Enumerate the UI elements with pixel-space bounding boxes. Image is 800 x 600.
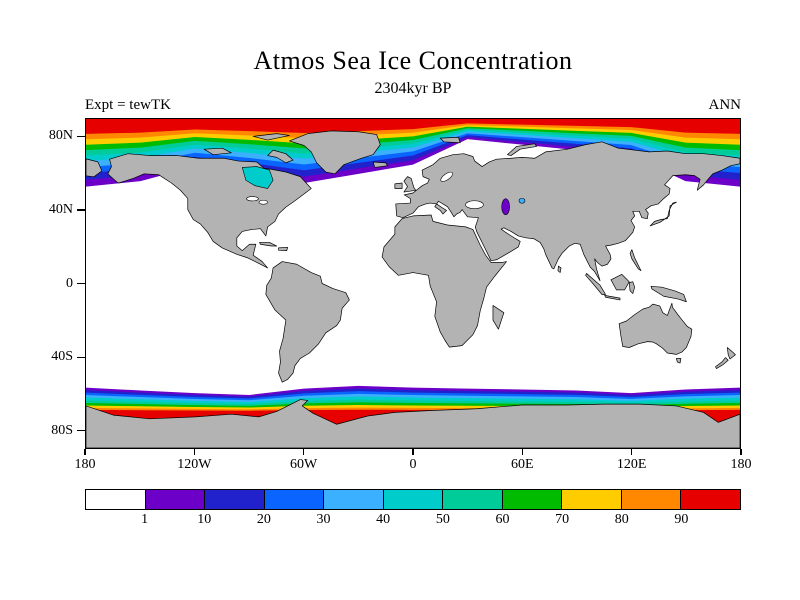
arctic-ice-band: [86, 119, 740, 134]
lon-tick-label: 180: [730, 457, 752, 472]
lon-tick-mark: [84, 449, 86, 455]
colorbar-segment: [561, 490, 621, 509]
land-polygon: [610, 273, 630, 291]
land-polygon: [372, 161, 388, 168]
colorbar-tick-label: 10: [197, 512, 212, 527]
lon-tick-label: 0: [409, 457, 417, 472]
land-polygon: [267, 149, 294, 164]
colorbar-tick-label: 30: [316, 512, 331, 527]
colorbar: [85, 489, 741, 510]
land-polygon: [604, 295, 621, 301]
chart-subtitle: 2304kyr BP: [374, 80, 452, 97]
lon-tick-label: 60E: [511, 457, 534, 472]
world-map: [86, 119, 740, 448]
lat-tick-mark: [77, 135, 85, 138]
black-sea: [465, 200, 484, 210]
colorbar-segment: [144, 490, 205, 509]
lat-tick-mark: [77, 430, 85, 432]
land-polygon: [585, 273, 606, 295]
great-lakes: [258, 199, 269, 205]
land-polygon: [259, 242, 278, 247]
colorbar-tick-label: 60: [495, 512, 510, 527]
colorbar-segment: [204, 490, 264, 509]
annotation-row: Expt = tewTK ANN: [85, 97, 741, 114]
caspian-sea: [501, 198, 510, 216]
land-polygon: [381, 214, 507, 348]
land-polygon: [492, 305, 505, 330]
lon-tick-label: 60W: [290, 457, 318, 472]
lon-tick-mark: [740, 449, 742, 455]
colorbar-tick-label: 50: [435, 512, 450, 527]
land-polygon: [395, 141, 740, 282]
land-polygon: [394, 182, 403, 189]
land-polygon: [726, 347, 736, 360]
experiment-label: Expt = tewTK: [85, 97, 171, 113]
lat-tick-label: 0: [66, 275, 73, 291]
lat-tick-mark: [77, 356, 85, 358]
land-polygon: [507, 143, 537, 156]
lon-tick-mark: [521, 449, 523, 455]
colorbar-tick-label: 90: [674, 512, 689, 527]
land-polygon: [676, 358, 682, 364]
lat-tick-mark: [77, 209, 85, 211]
land-polygon: [715, 357, 729, 369]
lon-tick-label: 180: [74, 457, 96, 472]
colorbar-tick-label: 80: [614, 512, 629, 527]
land-polygon: [650, 285, 687, 303]
colorbar-segment: [382, 490, 443, 509]
land-polygon: [557, 265, 562, 273]
map-frame: [85, 118, 741, 449]
hudson-bay: [241, 166, 274, 189]
colorbar-segment: [86, 490, 145, 509]
colorbar-tick-label: 70: [555, 512, 570, 527]
lon-tick-mark: [193, 449, 195, 455]
land-polygon: [252, 133, 290, 141]
colorbar-segment: [620, 490, 681, 509]
land-polygon: [439, 136, 461, 144]
baltic-sea: [440, 171, 453, 182]
lat-tick-label: 40S: [51, 349, 73, 365]
lon-tick-label: 120E: [616, 457, 647, 472]
lat-tick-mark: [77, 283, 85, 285]
world-map-svg: [86, 119, 740, 448]
land-polygon: [265, 261, 350, 383]
land-polygon: [628, 281, 636, 294]
land-polygon: [289, 130, 381, 175]
lon-tick-mark: [412, 449, 414, 455]
lon-tick-mark: [303, 449, 305, 455]
land-polygon: [618, 302, 693, 355]
lat-tick-label: 40N: [48, 201, 73, 217]
land-polygon: [629, 249, 642, 272]
colorbar-tick-label: 40: [376, 512, 391, 527]
lat-tick-label: 80N: [48, 128, 73, 144]
land-polygon: [86, 399, 740, 448]
colorbar-segment: [680, 490, 741, 509]
land-polygon: [278, 246, 288, 251]
land-polygon: [86, 158, 103, 178]
colorbar-segment: [501, 490, 562, 509]
land-polygon: [403, 176, 417, 193]
lat-tick-label: 80S: [51, 422, 73, 438]
chart-title: Atmos Sea Ice Concentration: [253, 46, 573, 75]
season-label: ANN: [708, 97, 742, 113]
colorbar-segment: [323, 490, 383, 509]
land-polygon: [649, 201, 677, 227]
lon-tick-mark: [631, 449, 633, 455]
great-lakes: [246, 196, 259, 202]
colorbar-tick-label: 1: [141, 512, 149, 527]
colorbar-tick-label: 20: [256, 512, 271, 527]
lon-tick-label: 120W: [177, 457, 212, 472]
colorbar-segment: [442, 490, 502, 509]
colorbar-segment: [263, 490, 324, 509]
aral-sea: [518, 197, 526, 204]
land-polygon: [203, 147, 232, 156]
